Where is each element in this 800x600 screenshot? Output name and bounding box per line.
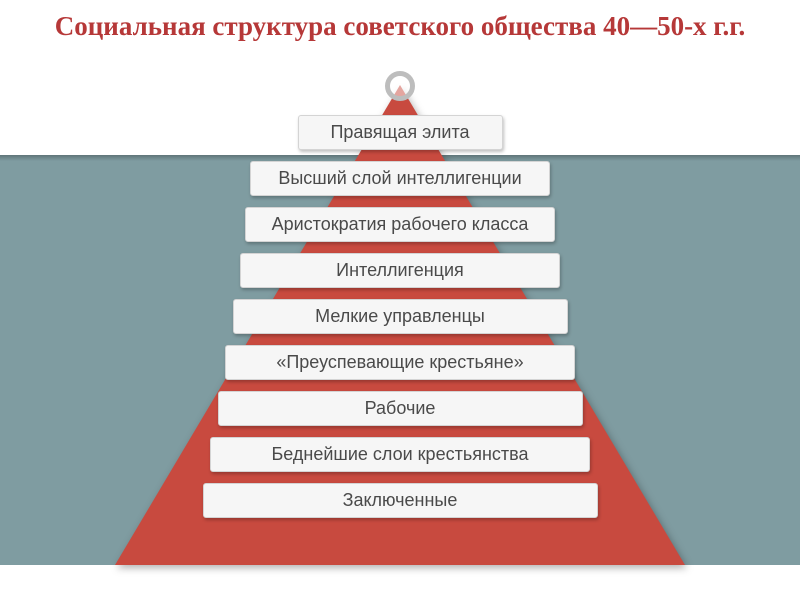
pyramid-container: Правящая элита Высший слой интеллигенции… (0, 85, 800, 575)
page-title: Социальная структура советского общества… (25, 10, 775, 44)
pyramid-levels: Правящая элита Высший слой интеллигенции… (0, 115, 800, 518)
pyramid-apex-circle (385, 71, 415, 101)
pyramid-level: Интеллигенция (240, 253, 560, 288)
pyramid-level: Аристократия рабочего класса (245, 207, 555, 242)
pyramid-level: Заключенные (203, 483, 598, 518)
title-area: Социальная структура советского общества… (0, 0, 800, 49)
pyramid-level: Рабочие (218, 391, 583, 426)
pyramid-level: «Преуспевающие крестьяне» (225, 345, 575, 380)
pyramid-level: Высший слой интеллигенции (250, 161, 550, 196)
pyramid-level: Правящая элита (298, 115, 503, 150)
pyramid-level: Беднейшие слои крестьянства (210, 437, 590, 472)
pyramid-level: Мелкие управленцы (233, 299, 568, 334)
